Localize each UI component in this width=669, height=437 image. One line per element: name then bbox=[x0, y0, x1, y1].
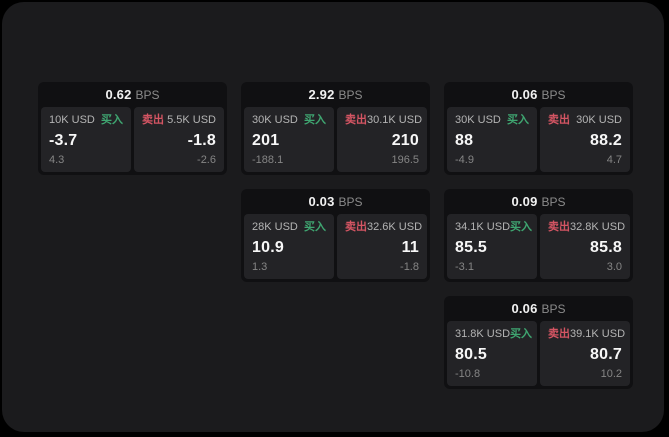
bps-spread-value: 0.09 bbox=[511, 194, 538, 209]
buy-change-value: -4.9 bbox=[455, 154, 474, 166]
buy-panel[interactable]: 30K USD 买入 201 -188.1 bbox=[244, 107, 334, 172]
bps-spread-value: 0.03 bbox=[308, 194, 335, 209]
sell-size-label: 39.1K USD bbox=[570, 328, 626, 340]
sell-panel[interactable]: 卖出 30.1K USD 210 196.5 bbox=[337, 107, 427, 172]
card-header: 0.62 BPS bbox=[38, 82, 227, 107]
buy-panel[interactable]: 10K USD 买入 -3.7 4.3 bbox=[41, 107, 131, 172]
bps-unit-label: BPS bbox=[541, 301, 566, 316]
quote-panels: 34.1K USD 买入 85.5 -3.1 卖出 32.8K USD 85.8… bbox=[444, 214, 633, 282]
sell-change-value: 4.7 bbox=[606, 154, 622, 166]
card-header: 0.06 BPS bbox=[444, 82, 633, 107]
quote-card: 0.06 BPS 31.8K USD 买入 80.5 -10.8 卖出 39.1… bbox=[444, 296, 633, 389]
buy-size-label: 31.8K USD bbox=[455, 328, 511, 340]
sell-panel[interactable]: 卖出 32.6K USD 11 -1.8 bbox=[337, 214, 427, 279]
buy-panel[interactable]: 28K USD 买入 10.9 1.3 bbox=[244, 214, 334, 279]
buy-tag: 买入 bbox=[101, 114, 123, 126]
card-header: 0.09 BPS bbox=[444, 189, 633, 214]
sell-price: -1.8 bbox=[187, 131, 216, 149]
bps-unit-label: BPS bbox=[541, 87, 566, 102]
quote-panels: 30K USD 买入 88 -4.9 卖出 30K USD 88.2 4.7 bbox=[444, 107, 633, 175]
buy-size-label: 10K USD bbox=[49, 114, 95, 126]
bps-spread-value: 2.92 bbox=[308, 87, 335, 102]
buy-size-label: 28K USD bbox=[252, 221, 298, 233]
quote-panels: 30K USD 买入 201 -188.1 卖出 30.1K USD 210 1… bbox=[241, 107, 430, 175]
buy-change-value: -188.1 bbox=[252, 154, 284, 166]
sell-change-value: -2.6 bbox=[197, 154, 216, 166]
card-header: 0.03 BPS bbox=[241, 189, 430, 214]
quote-panels: 31.8K USD 买入 80.5 -10.8 卖出 39.1K USD 80.… bbox=[444, 321, 633, 389]
buy-price: 10.9 bbox=[252, 238, 284, 256]
buy-tag: 买入 bbox=[510, 221, 533, 233]
buy-change-value: 1.3 bbox=[252, 261, 268, 273]
bps-unit-label: BPS bbox=[338, 87, 363, 102]
sell-change-value: 196.5 bbox=[391, 154, 419, 166]
sell-panel[interactable]: 卖出 39.1K USD 80.7 10.2 bbox=[540, 321, 630, 386]
sell-tag: 卖出 bbox=[548, 328, 570, 340]
buy-price: 85.5 bbox=[455, 238, 487, 256]
sell-tag: 卖出 bbox=[345, 114, 367, 126]
sell-change-value: 3.0 bbox=[606, 261, 622, 273]
buy-size-label: 30K USD bbox=[455, 114, 501, 126]
buy-tag: 买入 bbox=[304, 221, 326, 233]
buy-panel[interactable]: 31.8K USD 买入 80.5 -10.8 bbox=[447, 321, 537, 386]
buy-price: 80.5 bbox=[455, 345, 487, 363]
card-header: 0.06 BPS bbox=[444, 296, 633, 321]
sell-size-label: 32.8K USD bbox=[570, 221, 626, 233]
sell-tag: 卖出 bbox=[548, 114, 570, 126]
buy-tag: 买入 bbox=[304, 114, 326, 126]
buy-size-label: 34.1K USD bbox=[455, 221, 511, 233]
quote-panels: 28K USD 买入 10.9 1.3 卖出 32.6K USD 11 -1.8 bbox=[241, 214, 430, 282]
quote-card: 0.09 BPS 34.1K USD 买入 85.5 -3.1 卖出 32.8K… bbox=[444, 189, 633, 282]
buy-panel[interactable]: 34.1K USD 买入 85.5 -3.1 bbox=[447, 214, 537, 279]
sell-panel[interactable]: 卖出 5.5K USD -1.8 -2.6 bbox=[134, 107, 224, 172]
quote-card: 2.92 BPS 30K USD 买入 201 -188.1 卖出 30.1K … bbox=[241, 82, 430, 175]
sell-tag: 卖出 bbox=[548, 221, 570, 233]
quote-panels: 10K USD 买入 -3.7 4.3 卖出 5.5K USD -1.8 -2.… bbox=[38, 107, 227, 175]
sell-price: 85.8 bbox=[590, 238, 622, 256]
sell-price: 210 bbox=[391, 131, 419, 149]
sell-size-label: 30.1K USD bbox=[367, 114, 423, 126]
buy-change-value: -10.8 bbox=[455, 368, 481, 380]
buy-panel[interactable]: 30K USD 买入 88 -4.9 bbox=[447, 107, 537, 172]
sell-panel[interactable]: 卖出 30K USD 88.2 4.7 bbox=[540, 107, 630, 172]
buy-tag: 买入 bbox=[510, 328, 533, 340]
sell-price: 88.2 bbox=[590, 131, 622, 149]
quote-card: 0.62 BPS 10K USD 买入 -3.7 4.3 卖出 5.5K USD… bbox=[38, 82, 227, 175]
bps-unit-label: BPS bbox=[541, 194, 566, 209]
buy-tag: 买入 bbox=[507, 114, 529, 126]
buy-price: -3.7 bbox=[49, 131, 78, 149]
app-window: 0.62 BPS 10K USD 买入 -3.7 4.3 卖出 5.5K USD… bbox=[2, 2, 664, 432]
bps-spread-value: 0.62 bbox=[105, 87, 132, 102]
sell-price: 80.7 bbox=[590, 345, 622, 363]
buy-change-value: -3.1 bbox=[455, 261, 474, 273]
buy-price: 201 bbox=[252, 131, 280, 149]
card-header: 2.92 BPS bbox=[241, 82, 430, 107]
sell-tag: 卖出 bbox=[142, 114, 164, 126]
sell-panel[interactable]: 卖出 32.8K USD 85.8 3.0 bbox=[540, 214, 630, 279]
bps-spread-value: 0.06 bbox=[511, 87, 538, 102]
bps-unit-label: BPS bbox=[338, 194, 363, 209]
buy-change-value: 4.3 bbox=[49, 154, 65, 166]
sell-size-label: 5.5K USD bbox=[167, 114, 216, 126]
sell-change-value: 10.2 bbox=[600, 368, 622, 380]
buy-size-label: 30K USD bbox=[252, 114, 298, 126]
bps-unit-label: BPS bbox=[135, 87, 160, 102]
quote-card: 0.06 BPS 30K USD 买入 88 -4.9 卖出 30K USD 8… bbox=[444, 82, 633, 175]
sell-size-label: 30K USD bbox=[576, 114, 622, 126]
quote-card: 0.03 BPS 28K USD 买入 10.9 1.3 卖出 32.6K US… bbox=[241, 189, 430, 282]
sell-price: 11 bbox=[401, 238, 419, 256]
bps-spread-value: 0.06 bbox=[511, 301, 538, 316]
sell-size-label: 32.6K USD bbox=[367, 221, 423, 233]
buy-price: 88 bbox=[455, 131, 474, 149]
sell-change-value: -1.8 bbox=[400, 261, 419, 273]
sell-tag: 卖出 bbox=[345, 221, 367, 233]
